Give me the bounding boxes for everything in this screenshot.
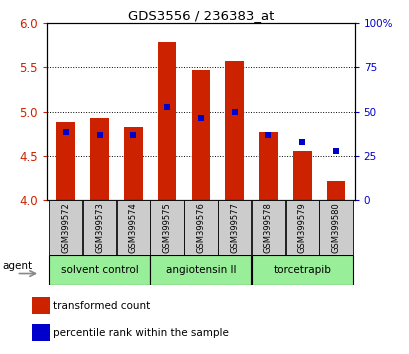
Bar: [326, 181, 344, 200]
Bar: [90, 118, 108, 200]
Bar: [150, 255, 251, 285]
Bar: [157, 42, 176, 200]
Text: GSM399580: GSM399580: [331, 202, 340, 253]
Bar: [49, 200, 82, 255]
Text: GSM399577: GSM399577: [229, 202, 238, 253]
Text: GSM399576: GSM399576: [196, 202, 205, 253]
Title: GDS3556 / 236383_at: GDS3556 / 236383_at: [127, 9, 274, 22]
Bar: [31, 324, 50, 341]
Text: solvent control: solvent control: [61, 265, 138, 275]
Text: GSM399578: GSM399578: [263, 202, 272, 253]
Text: transformed count: transformed count: [53, 301, 150, 310]
Bar: [218, 200, 251, 255]
Text: percentile rank within the sample: percentile rank within the sample: [53, 328, 229, 338]
Text: torcetrapib: torcetrapib: [273, 265, 330, 275]
Bar: [49, 255, 150, 285]
Bar: [319, 200, 352, 255]
Text: GSM399579: GSM399579: [297, 202, 306, 253]
Text: GSM399575: GSM399575: [162, 202, 171, 253]
Bar: [285, 200, 318, 255]
Text: GSM399572: GSM399572: [61, 202, 70, 253]
Bar: [150, 200, 183, 255]
Bar: [83, 200, 116, 255]
Bar: [56, 122, 75, 200]
Text: GSM399574: GSM399574: [128, 202, 137, 253]
Bar: [124, 126, 142, 200]
Text: angiotensin II: angiotensin II: [165, 265, 236, 275]
Text: agent: agent: [2, 261, 32, 271]
Bar: [225, 61, 243, 200]
Bar: [184, 200, 217, 255]
Bar: [31, 297, 50, 314]
Text: GSM399573: GSM399573: [95, 202, 104, 253]
Bar: [292, 152, 311, 200]
Bar: [191, 70, 210, 200]
Bar: [251, 200, 285, 255]
Bar: [116, 200, 150, 255]
Bar: [251, 255, 352, 285]
Bar: [258, 132, 277, 200]
